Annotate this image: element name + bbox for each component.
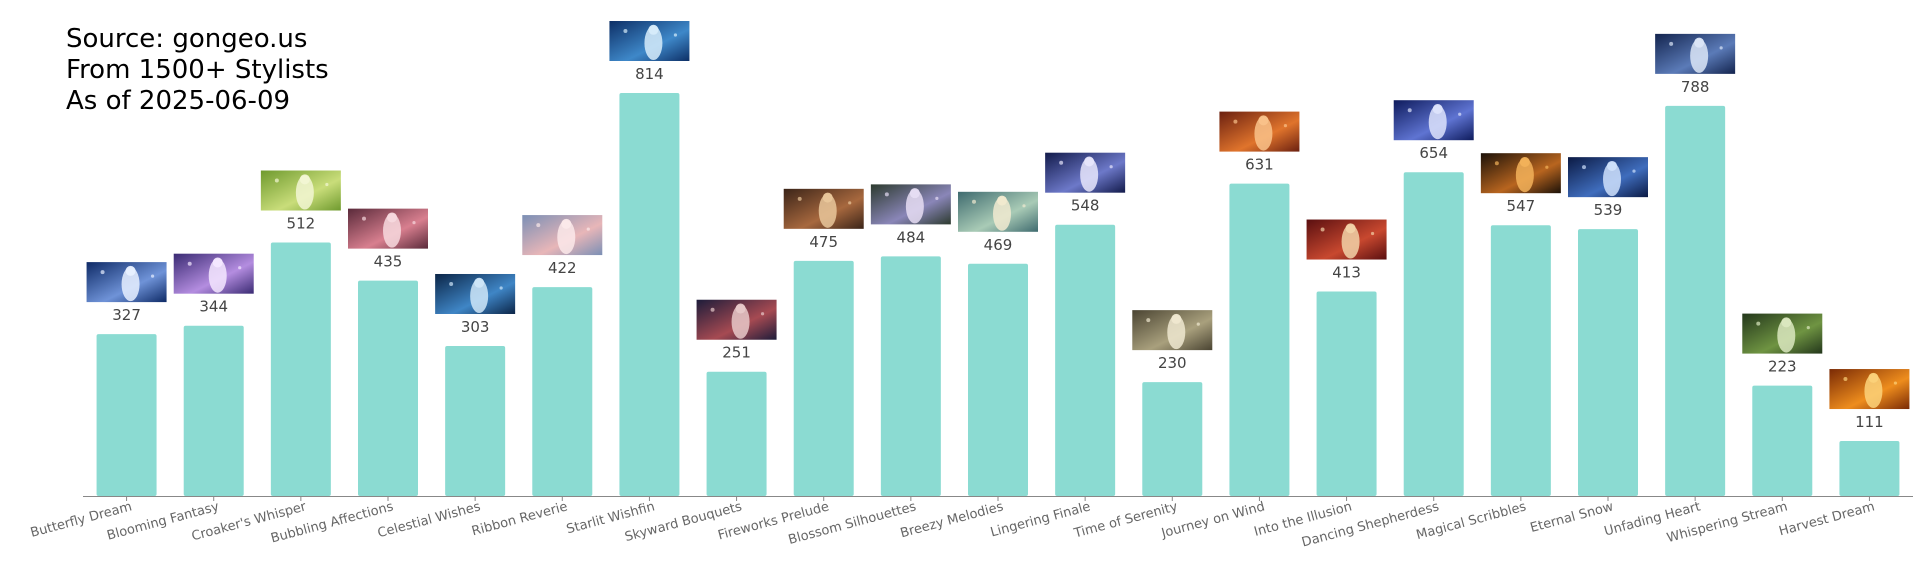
thumbnail-image-11 [1045,152,1126,193]
bar-9 [880,256,941,496]
thumbnail-image-16 [1480,153,1561,194]
thumbnail-image-12 [1132,310,1213,351]
bar-15 [1403,172,1464,497]
thumbnail-image-14 [1306,219,1387,260]
value-label-14: 413 [1332,264,1361,282]
chart-info-text: Source: gongeo.us From 1500+ Stylists As… [66,24,329,117]
date-label: As of 2025-06-09 [66,86,291,116]
thumbnail-image-0 [86,262,167,303]
thumbnail-image-1 [173,253,254,294]
thumbnail-image-3 [348,208,428,249]
bar-3 [358,280,418,496]
bar-16 [1490,225,1551,496]
value-label-20: 111 [1855,413,1884,431]
bar-2 [270,242,331,496]
category-label-5: Ribbon Reverie [470,499,569,539]
thumbnail-image-6 [609,21,690,61]
value-label-9: 484 [897,228,926,246]
thumbnail-image-8 [783,188,864,229]
thumbnail-image-19 [1742,313,1823,354]
bar-8 [793,260,854,496]
value-label-8: 475 [809,233,838,251]
value-label-16: 547 [1507,197,1536,215]
value-label-5: 422 [548,259,577,277]
thumbnail-image-5 [522,215,603,256]
bar-14 [1316,291,1377,496]
value-label-11: 548 [1071,197,1100,215]
bar-18 [1665,105,1726,496]
bar-12 [1142,382,1203,496]
thumbnail-image-18 [1655,33,1736,74]
value-label-2: 512 [287,215,316,233]
bar-20 [1839,441,1900,496]
thumbnail-image-10 [958,191,1038,232]
bar-0 [96,334,157,496]
value-label-7: 251 [722,344,751,362]
value-label-15: 654 [1419,144,1448,162]
bars-group [96,93,1900,497]
bar-17 [1578,229,1638,496]
value-label-18: 788 [1681,78,1710,96]
thumbnail-image-7 [696,299,777,340]
thumbnails-group [86,21,1910,410]
value-label-17: 539 [1594,201,1623,219]
bar-7 [706,371,767,496]
category-label-20: Harvest Dream [1777,499,1876,539]
thumbnail-image-9 [870,184,951,225]
value-label-0: 327 [112,306,141,324]
value-label-1: 344 [199,298,228,316]
thumbnail-image-4 [435,273,516,314]
value-label-6: 814 [635,65,664,83]
bar-1 [183,325,244,496]
bar-19 [1752,385,1813,496]
value-label-12: 230 [1158,354,1187,372]
thumbnail-image-17 [1568,157,1648,198]
bar-10 [968,263,1028,496]
value-label-13: 631 [1245,156,1274,174]
thumbnail-image-20 [1829,369,1910,410]
stylist-count-label: From 1500+ Stylists [66,55,329,85]
value-label-3: 435 [374,253,403,271]
bar-4 [445,345,506,496]
bar-11 [1055,224,1116,496]
category-label-17: Eternal Snow [1529,499,1616,536]
value-labels-group: 327 344 512 435 303 422 814 251 475 484 469 548 230 6… [112,65,1883,431]
value-label-10: 469 [984,236,1013,254]
bar-13 [1229,183,1290,496]
source-label: Source: gongeo.us [66,24,308,54]
value-label-4: 303 [461,318,490,336]
value-label-19: 223 [1768,358,1797,376]
bar-6 [619,93,680,496]
thumbnail-image-13 [1219,111,1300,152]
thumbnail-image-15 [1393,100,1474,141]
thumbnail-image-2 [260,170,341,211]
bar-5 [532,287,593,496]
x-ticks-group [126,496,1870,501]
